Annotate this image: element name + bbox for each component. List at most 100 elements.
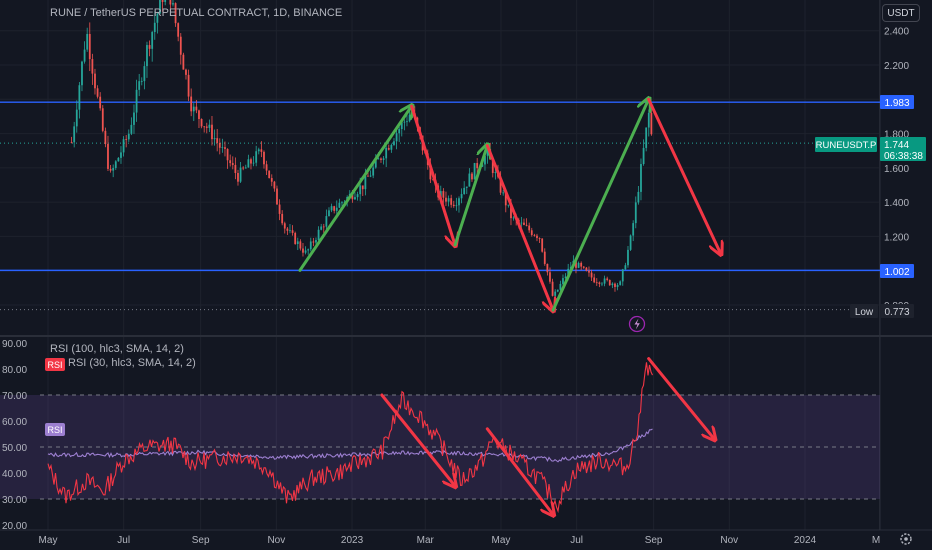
- currency-button[interactable]: USDT: [882, 4, 920, 22]
- price-tick-label: 1.600: [884, 164, 909, 175]
- candle-body: [525, 224, 528, 226]
- rsi-tick-label: 80.00: [2, 365, 27, 376]
- candle-body: [551, 281, 554, 296]
- rsi-legend-2[interactable]: RSI (30, hlc3, SMA, 14, 2): [68, 357, 196, 369]
- candle-body: [315, 240, 317, 243]
- candle-body: [387, 147, 390, 150]
- levels-layer: [0, 101, 880, 311]
- candle-body: [473, 163, 476, 180]
- candle-body: [598, 282, 601, 284]
- candle-body: [312, 241, 315, 243]
- candle-body: [133, 112, 135, 125]
- candles-layer: [70, 0, 653, 298]
- candle-body: [281, 213, 284, 224]
- price-tick-label: 2.200: [884, 61, 909, 72]
- candle-body: [172, 3, 174, 5]
- time-label: Sep: [192, 535, 210, 546]
- candle-body: [179, 36, 182, 55]
- candle-body: [153, 22, 156, 33]
- candle-body: [447, 198, 450, 202]
- candle-body: [242, 167, 245, 169]
- candle-body: [104, 130, 107, 144]
- rsi-legend-1[interactable]: RSI (100, hlc3, SMA, 14, 2): [50, 343, 184, 355]
- candle-body: [309, 241, 312, 250]
- candle-body: [554, 291, 557, 296]
- candle-body: [320, 226, 323, 230]
- rsi-badge-2: RSI: [45, 423, 65, 436]
- candle-body: [322, 226, 325, 228]
- candle-body: [611, 283, 614, 286]
- candle-body: [299, 241, 302, 249]
- candle-body: [484, 155, 486, 165]
- candle-body: [533, 234, 536, 236]
- candle-body: [541, 238, 544, 252]
- red-trend-arrow: [485, 144, 553, 311]
- candle-body: [203, 126, 206, 128]
- candle-body: [403, 121, 406, 123]
- candle-body: [432, 179, 434, 181]
- candle-body: [634, 202, 637, 224]
- green-trend-arrow: [298, 106, 412, 272]
- time-label: 2024: [794, 535, 817, 546]
- candle-body: [224, 147, 226, 149]
- candle-body: [127, 133, 130, 140]
- lightning-icon[interactable]: [628, 315, 646, 333]
- candle-body: [200, 119, 203, 127]
- candle-body: [112, 167, 115, 171]
- resistance-label: 1.983: [880, 95, 914, 109]
- candle-body: [283, 223, 286, 229]
- candle-body: [372, 167, 375, 176]
- candle-body: [94, 73, 96, 89]
- countdown-text: 06:38:38: [884, 151, 923, 162]
- candle-body: [91, 59, 94, 74]
- candle-body: [393, 141, 395, 145]
- candle-body: [406, 121, 408, 123]
- candle-body: [244, 167, 247, 169]
- candle-body: [83, 49, 86, 62]
- time-labels: May Jul Sep Nov 2023 Mar May Jul Sep Nov 2024 M: [39, 535, 881, 546]
- candle-body: [73, 126, 76, 143]
- candle-body: [650, 112, 653, 135]
- candle-body: [523, 222, 525, 225]
- candle-body: [198, 110, 200, 120]
- candle-body: [582, 266, 585, 268]
- time-label: Nov: [720, 535, 738, 546]
- candle-body: [328, 210, 330, 217]
- candle-body: [273, 181, 276, 189]
- candle-body: [78, 85, 81, 110]
- candle-body: [286, 228, 289, 231]
- candle-body: [559, 283, 562, 290]
- rsi-tick-label: 40.00: [2, 469, 27, 480]
- candle-body: [75, 109, 78, 127]
- rsi-red-arrow: [647, 357, 715, 440]
- grid-layer: [0, 0, 880, 530]
- candle-body: [528, 225, 531, 231]
- candle-body: [458, 198, 460, 206]
- candle-body: [354, 197, 356, 200]
- candle-body: [174, 3, 177, 24]
- chart-title: RUNE / TetherUS PERPETUAL CONTRACT, 1D, …: [50, 7, 343, 19]
- candle-body: [192, 106, 195, 112]
- candle-body: [101, 108, 104, 131]
- red-trend-arrow: [647, 97, 721, 253]
- candle-body: [640, 164, 642, 192]
- candle-body: [369, 175, 372, 177]
- candle-body: [549, 272, 551, 282]
- time-label: Nov: [267, 535, 285, 546]
- candle-body: [99, 96, 102, 109]
- candle-body: [159, 0, 161, 14]
- candle-body: [307, 249, 310, 251]
- candle-body: [302, 248, 304, 253]
- rsi-arrows: [380, 357, 715, 515]
- settings-icon[interactable]: [900, 533, 912, 545]
- candle-body: [575, 260, 577, 268]
- candle-body: [278, 204, 281, 214]
- candle-body: [595, 282, 598, 284]
- rsi-ticks: 90.00 80.00 70.00 60.00 50.00 40.00 30.00 20.00: [2, 339, 27, 532]
- candle-body: [504, 192, 507, 206]
- candle-body: [122, 139, 125, 153]
- candle-body: [593, 277, 596, 283]
- candle-body: [491, 159, 494, 174]
- time-label: M: [872, 535, 880, 546]
